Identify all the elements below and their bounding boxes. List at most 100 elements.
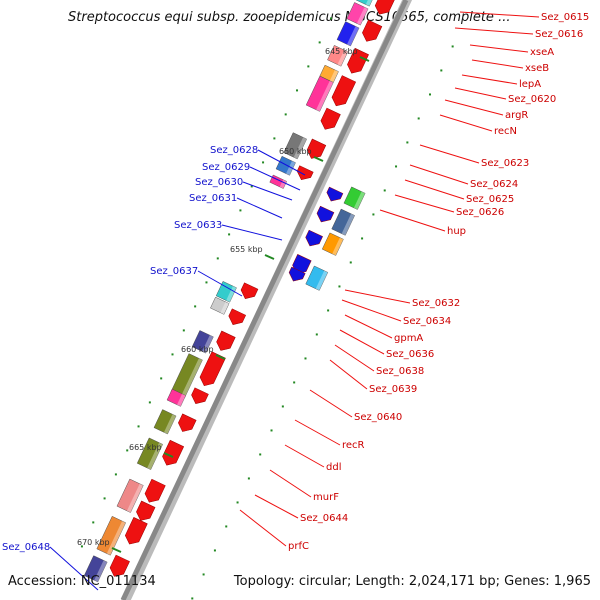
gene-label-argR[interactable]: argR bbox=[505, 110, 528, 121]
scale-dot bbox=[247, 477, 250, 480]
gene-label-hup[interactable]: hup bbox=[447, 226, 466, 237]
gene-label-Sez_0626[interactable]: Sez_0626 bbox=[456, 207, 504, 218]
gene-label-Sez_0633[interactable]: Sez_0633 bbox=[174, 220, 222, 231]
scale-dot bbox=[304, 357, 307, 360]
label-leader bbox=[329, 359, 368, 390]
backbone-line bbox=[120, 0, 409, 600]
forward-gene-arrow bbox=[191, 387, 209, 404]
gene-label-Sez_0628[interactable]: Sez_0628 bbox=[210, 145, 258, 156]
forward-gene-arrow bbox=[347, 47, 369, 74]
gene-label-Sez_0639[interactable]: Sez_0639 bbox=[369, 384, 417, 395]
gene-label-Sez_0637[interactable]: Sez_0637 bbox=[150, 266, 198, 277]
gene-label-Sez_0632[interactable]: Sez_0632 bbox=[412, 298, 460, 309]
gene-label-Sez_0615[interactable]: Sez_0615 bbox=[541, 12, 589, 23]
gene-label-Sez_0644[interactable]: Sez_0644 bbox=[300, 513, 348, 524]
gene-labels: Sez_0615 Sez_0616 xseA xseB lepA Sez_0620 argR… bbox=[2, 12, 589, 553]
scale-dot bbox=[451, 45, 454, 48]
gene-label-recR[interactable]: recR bbox=[342, 440, 365, 451]
gene-label-murF[interactable]: murF bbox=[313, 492, 339, 503]
cog-feature-box bbox=[210, 296, 230, 315]
cog-feature-box bbox=[327, 45, 349, 67]
gene-label-Sez_0638[interactable]: Sez_0638 bbox=[376, 366, 424, 377]
forward-gene-arrow bbox=[162, 439, 185, 466]
scale-dot bbox=[329, 17, 332, 20]
gene-label-prfC[interactable]: prfC bbox=[288, 541, 309, 552]
forward-gene-arrow bbox=[144, 478, 166, 503]
scale-labels: 645 kbp 650 kbp 655 kbp 660 kbp 665 kbp 670 k… bbox=[77, 47, 370, 553]
forward-gene-arrow bbox=[136, 500, 156, 521]
scale-tick bbox=[264, 254, 275, 260]
label-leader bbox=[269, 469, 312, 498]
scale-tick bbox=[313, 156, 324, 162]
label-leader bbox=[454, 87, 507, 100]
forward-gene-arrow bbox=[362, 19, 383, 42]
forward-gene-arrow bbox=[178, 413, 197, 432]
genome-backbone bbox=[120, 0, 413, 600]
scale-label: 665 kbp bbox=[129, 443, 162, 452]
scale-tick bbox=[215, 354, 226, 360]
gene-label-Sez_0625[interactable]: Sez_0625 bbox=[466, 194, 514, 205]
label-leader bbox=[341, 299, 402, 322]
scale-dot bbox=[171, 353, 174, 356]
cog-feature-box bbox=[83, 555, 108, 583]
label-leader bbox=[409, 164, 469, 185]
reverse-gene-arrow bbox=[316, 205, 335, 223]
gene-label-Sez_0631[interactable]: Sez_0631 bbox=[189, 193, 237, 204]
scale-dot bbox=[92, 521, 95, 524]
gene-label-Sez_0620[interactable]: Sez_0620 bbox=[508, 94, 556, 105]
scale-dot bbox=[440, 69, 443, 72]
scale-tick bbox=[359, 56, 370, 62]
gene-label-Sez_0640[interactable]: Sez_0640 bbox=[354, 412, 402, 423]
gene-label-recN[interactable]: recN bbox=[494, 126, 517, 137]
cog-feature-box bbox=[191, 330, 214, 354]
scale-dot bbox=[236, 501, 239, 504]
gene-label-Sez_0623[interactable]: Sez_0623 bbox=[481, 158, 529, 169]
label-leader bbox=[49, 546, 99, 591]
cog-feature-box bbox=[336, 21, 360, 47]
label-leader bbox=[197, 270, 243, 297]
gene-label-xseB[interactable]: xseB bbox=[525, 63, 549, 74]
label-leader bbox=[469, 44, 529, 53]
label-leader bbox=[454, 27, 534, 35]
scale-dot bbox=[205, 281, 208, 284]
label-leader bbox=[461, 74, 518, 85]
gene-label-Sez_0616[interactable]: Sez_0616 bbox=[535, 29, 583, 40]
gene-label-ddl[interactable]: ddl bbox=[326, 462, 341, 473]
scale-label: 645 kbp bbox=[325, 47, 358, 56]
label-leader bbox=[459, 11, 540, 18]
gene-label-Sez_0636[interactable]: Sez_0636 bbox=[386, 349, 434, 360]
forward-gene-arrow bbox=[240, 282, 259, 299]
scale-ticks bbox=[80, 17, 454, 600]
gene-label-xseA[interactable]: xseA bbox=[530, 47, 554, 58]
reverse-gene-arrow bbox=[288, 266, 306, 282]
cog-feature-box bbox=[305, 75, 334, 112]
scale-dot bbox=[361, 237, 364, 240]
forward-gene-arrow bbox=[320, 107, 341, 130]
label-leader bbox=[334, 344, 375, 372]
gene-label-Sez_0630[interactable]: Sez_0630 bbox=[195, 177, 243, 188]
gene-label-Sez_0648[interactable]: Sez_0648 bbox=[2, 542, 50, 553]
forward-gene-arrow bbox=[228, 308, 247, 325]
gene-label-Sez_0629[interactable]: Sez_0629 bbox=[202, 162, 250, 173]
label-leader bbox=[239, 509, 287, 547]
forward-gene-arrow bbox=[374, 0, 396, 15]
forward-gene-arrow bbox=[109, 554, 130, 577]
scale-dot bbox=[383, 189, 386, 192]
scale-dot bbox=[406, 141, 409, 144]
scale-dot bbox=[270, 429, 273, 432]
reverse-gene-arrow bbox=[305, 229, 323, 247]
label-leader bbox=[471, 59, 524, 69]
label-leader bbox=[439, 114, 493, 132]
gene-label-Sez_0634[interactable]: Sez_0634 bbox=[403, 316, 451, 327]
gene-label-Sez_0624[interactable]: Sez_0624 bbox=[470, 179, 518, 190]
forward-gene-arrow bbox=[296, 165, 314, 181]
scale-dot bbox=[372, 213, 375, 216]
scale-dot bbox=[315, 333, 318, 336]
scale-dot bbox=[259, 453, 262, 456]
label-leaders bbox=[49, 11, 540, 591]
cog-feature-box bbox=[319, 64, 339, 83]
scale-dot bbox=[137, 425, 140, 428]
gene-label-gpmA[interactable]: gpmA bbox=[394, 333, 423, 344]
gene-label-lepA[interactable]: lepA bbox=[519, 79, 541, 90]
